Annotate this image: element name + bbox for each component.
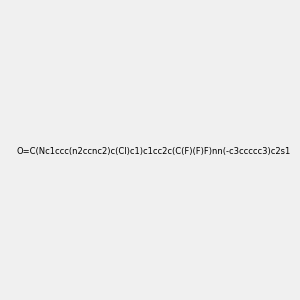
Text: O=C(Nc1ccc(n2ccnc2)c(Cl)c1)c1cc2c(C(F)(F)F)nn(-c3ccccc3)c2s1: O=C(Nc1ccc(n2ccnc2)c(Cl)c1)c1cc2c(C(F)(F… xyxy=(16,147,291,156)
